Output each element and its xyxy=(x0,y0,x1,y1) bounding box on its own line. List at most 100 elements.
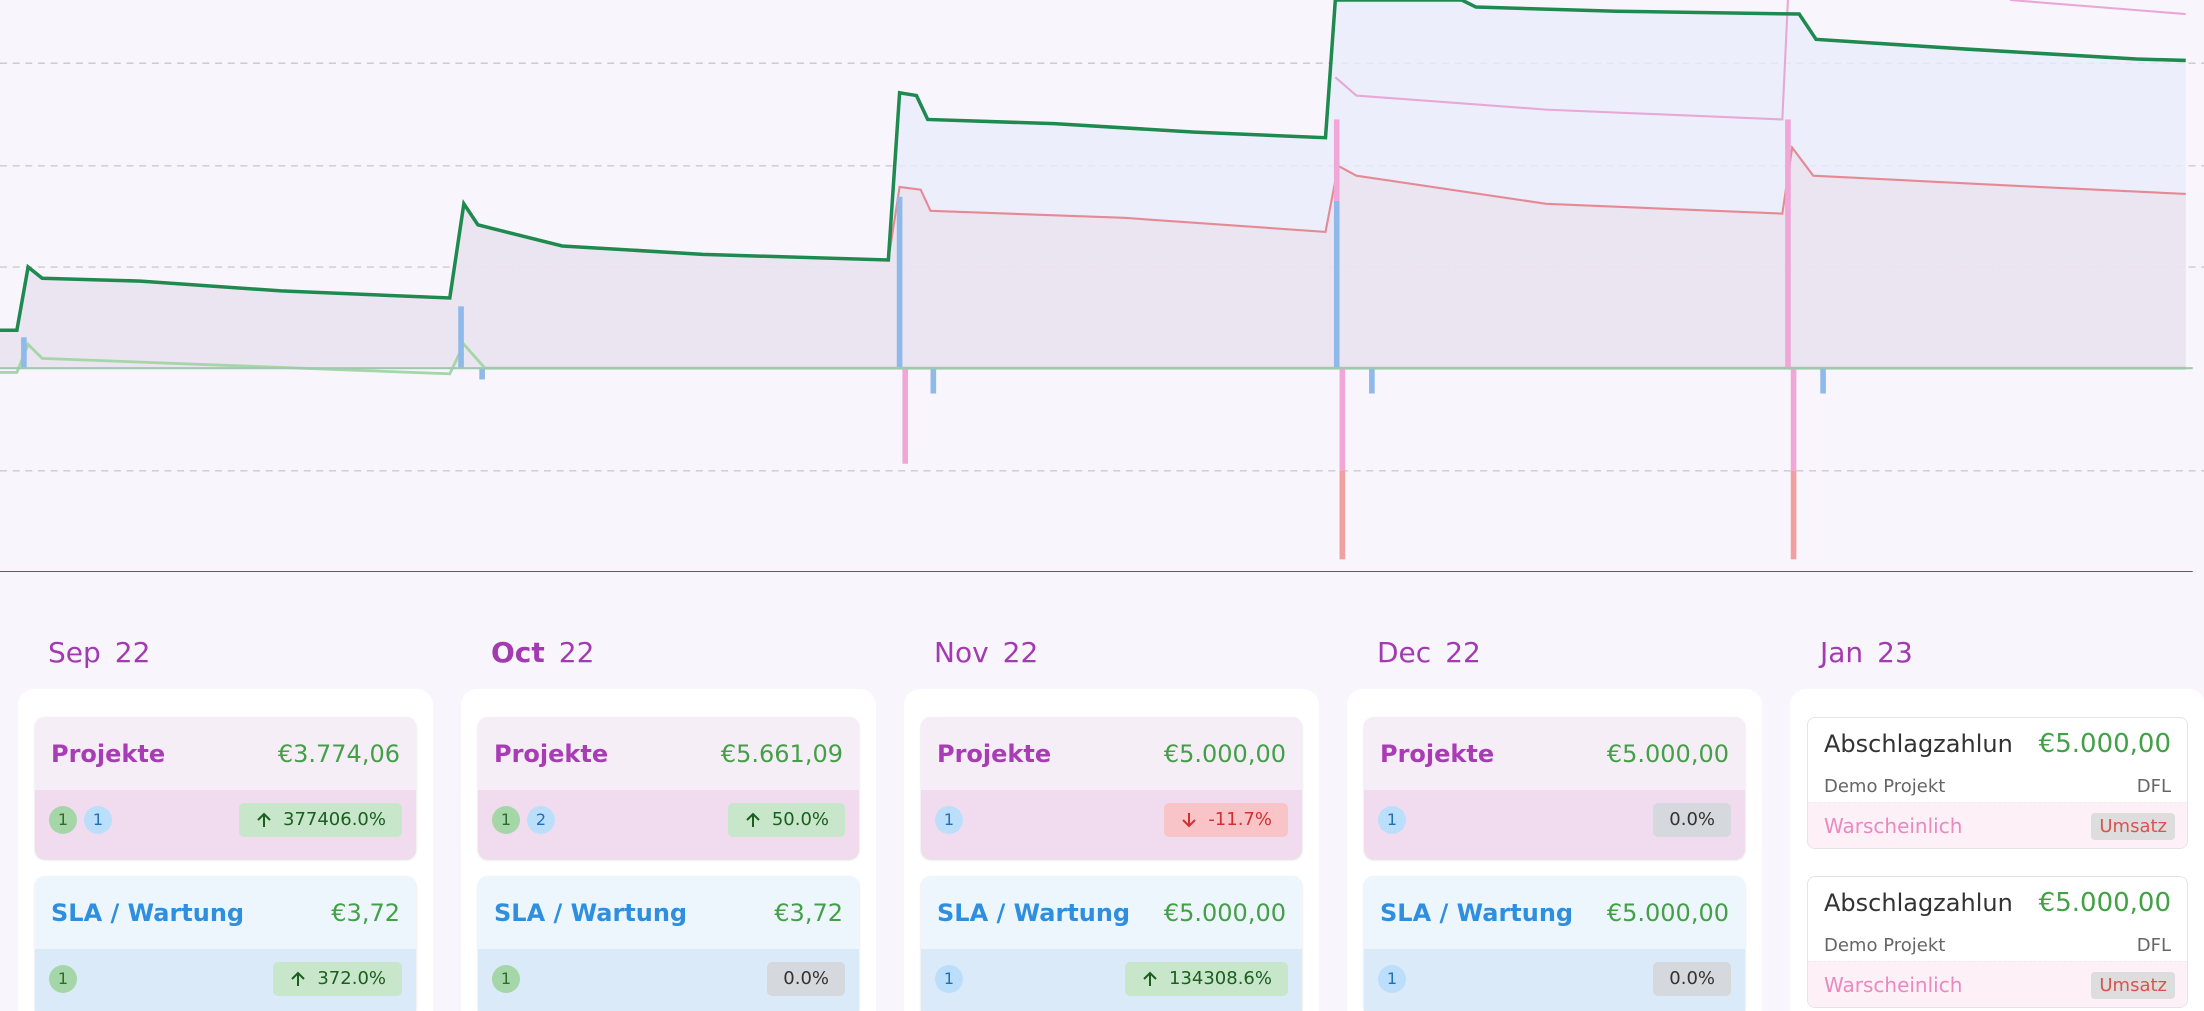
invoice-project-row: Demo Projekt DFL xyxy=(1808,770,2187,802)
invoice-status-row: Warscheinlich Umsatz xyxy=(1808,802,2187,848)
change-value: 0.0% xyxy=(1669,809,1715,830)
group-card: SLA / Wartung €3,72 1 372.0% xyxy=(35,876,416,1011)
change-chip: -11.7% xyxy=(1164,802,1288,837)
bars-blue xyxy=(21,196,1826,394)
trend-arrow xyxy=(746,812,760,827)
invoice-title-row: Abschlagzahlun €5.000,00 xyxy=(1808,718,2187,770)
group-amount: €3,72 xyxy=(774,898,843,927)
group-row: 1 134308.6% xyxy=(921,949,1302,1008)
forecast-chart xyxy=(0,0,2204,572)
count-badge: 2 xyxy=(527,805,555,834)
year: 22 xyxy=(1002,636,1039,669)
group-row: 1 0.0% xyxy=(478,949,859,1008)
change-chip: 0.0% xyxy=(767,961,845,996)
invoice-amount: €5.000,00 xyxy=(2038,729,2171,759)
invoice-title: Abschlagzahlun xyxy=(1824,889,2013,917)
group-title: SLA / Wartung xyxy=(494,898,688,927)
group-card: SLA / Wartung €3,72 1 0.0% xyxy=(478,876,859,1011)
group-amount: €3.774,06 xyxy=(277,739,400,768)
bars-red xyxy=(1339,470,1797,560)
change-value: 0.0% xyxy=(783,968,829,989)
count-badge: 1 xyxy=(1378,964,1406,993)
year: 22 xyxy=(1445,636,1481,669)
change-value: 0.0% xyxy=(1669,968,1715,989)
year: 23 xyxy=(1877,636,1913,669)
change-value: 134308.6% xyxy=(1169,968,1272,989)
group-title: Projekte xyxy=(937,739,1052,768)
group-title: SLA / Wartung xyxy=(1380,898,1574,927)
invoice-tag: Umsatz xyxy=(2091,812,2175,840)
count-badge: 1 xyxy=(1378,805,1406,834)
invoice-card: Abschlagzahlun €5.000,00 Demo Projekt DFL Wa… xyxy=(1807,717,2188,849)
group-header: SLA / Wartung €5.000,00 xyxy=(921,876,1302,949)
month-header: Dec 22 xyxy=(1377,636,1481,669)
invoice-project-row: Demo Projekt DFL xyxy=(1808,929,2187,961)
count-badge: 1 xyxy=(84,805,112,834)
invoice-status: Warscheinlich xyxy=(1824,814,1963,838)
month-header: Nov 22 xyxy=(934,636,1038,669)
group-header: Projekte €5.000,00 xyxy=(921,717,1302,790)
year: 22 xyxy=(114,636,151,669)
change-chip: 0.0% xyxy=(1653,802,1731,837)
invoice-status: Warscheinlich xyxy=(1824,973,1963,997)
group-title: SLA / Wartung xyxy=(51,898,245,927)
invoice-project: Demo Projekt xyxy=(1824,775,1946,797)
invoice-status-row: Warscheinlich Umsatz xyxy=(1808,961,2187,1007)
trend-arrow xyxy=(291,971,306,986)
group-amount: €5.000,00 xyxy=(1163,739,1286,768)
group-row: 1 372.0% xyxy=(35,949,416,1008)
month: Oct xyxy=(491,636,545,669)
group-header: SLA / Wartung €3,72 xyxy=(478,876,859,949)
change-chip: 377406.0% xyxy=(239,802,402,837)
group-card: Projekte €3.774,06 1 1 377406.0% xyxy=(35,717,416,859)
group-card: Projekte €5.000,00 1 -11.7% xyxy=(921,717,1302,859)
line-green xyxy=(0,0,2186,333)
group-amount: €5.000,00 xyxy=(1163,898,1286,927)
year: 22 xyxy=(558,636,595,669)
invoice-tag: Umsatz xyxy=(2091,971,2175,999)
change-value: 50.0% xyxy=(771,809,829,830)
count-badge: 1 xyxy=(49,964,77,993)
invoice-title-row: Abschlagzahlun €5.000,00 xyxy=(1808,877,2187,929)
change-chip: 0.0% xyxy=(1653,961,1731,996)
count-badge: 1 xyxy=(49,805,77,834)
group-header: Projekte €5.000,00 xyxy=(1364,717,1745,790)
invoice-card: Abschlagzahlun €5.000,00 Demo Projekt DFL Wa… xyxy=(1807,876,2188,1008)
invoice-amount: €5.000,00 xyxy=(2038,888,2171,918)
invoice-code: DFL xyxy=(2136,775,2171,797)
group-header: SLA / Wartung €5.000,00 xyxy=(1364,876,1745,949)
group-title: SLA / Wartung xyxy=(937,898,1131,927)
trend-arrow xyxy=(1182,812,1197,827)
group-amount: €5.661,09 xyxy=(720,739,843,768)
group-card: Projekte €5.000,00 1 0.0% xyxy=(1364,717,1745,859)
group-card: Projekte €5.661,09 1 2 50.0% xyxy=(478,717,859,859)
group-row: 1 2 50.0% xyxy=(478,790,859,849)
change-value: 377406.0% xyxy=(283,809,386,830)
change-value: 372.0% xyxy=(317,968,386,989)
group-title: Projekte xyxy=(51,739,166,768)
group-title: Projekte xyxy=(1380,739,1495,768)
count-badge: 1 xyxy=(935,964,963,993)
group-row: 1 1 377406.0% xyxy=(35,790,416,849)
count-badge: 1 xyxy=(935,805,963,834)
group-row: 1 0.0% xyxy=(1364,790,1745,849)
count-badge: 1 xyxy=(492,964,520,993)
group-title: Projekte xyxy=(494,739,609,768)
change-chip: 50.0% xyxy=(727,802,845,837)
count-badge: 1 xyxy=(492,805,520,834)
group-card: SLA / Wartung €5.000,00 1 0.0% xyxy=(1364,876,1745,1011)
month-header: Sep 22 xyxy=(48,636,150,669)
group-amount: €5.000,00 xyxy=(1606,898,1729,927)
trend-arrow xyxy=(1143,971,1157,986)
invoice-code: DFL xyxy=(2136,934,2171,956)
month-header: Jan 23 xyxy=(1820,636,1913,669)
group-amount: €5.000,00 xyxy=(1606,739,1729,768)
group-card: SLA / Wartung €5.000,00 1 134308.6% xyxy=(921,876,1302,1011)
change-value: -11.7% xyxy=(1208,809,1272,830)
month: Dec xyxy=(1377,636,1432,669)
change-chip: 134308.6% xyxy=(1125,961,1288,996)
month: Jan xyxy=(1820,636,1864,669)
area-lower xyxy=(0,147,2186,369)
bars-pink xyxy=(902,119,1797,471)
